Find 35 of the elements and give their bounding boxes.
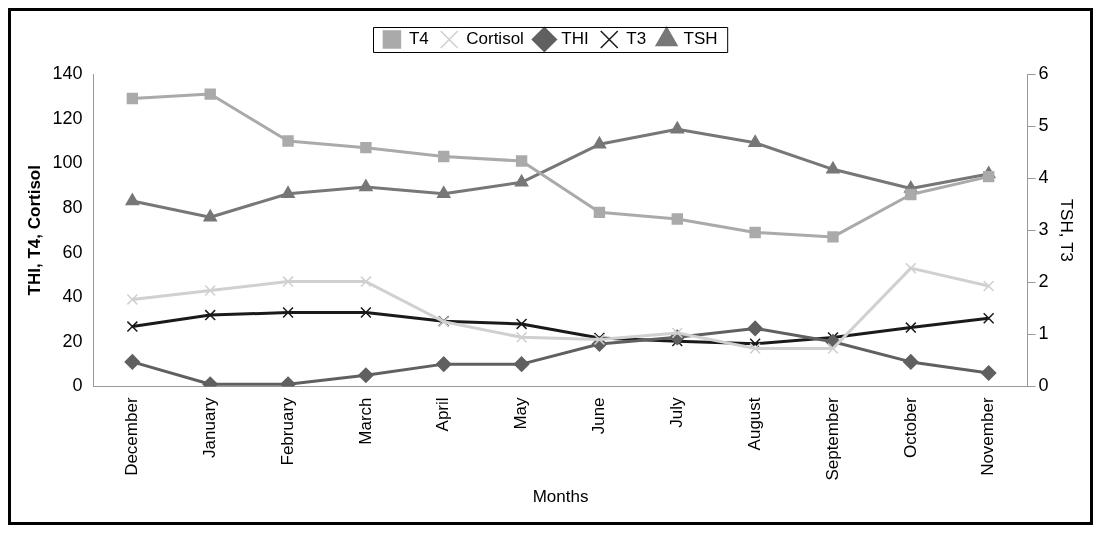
legend-label: TSH	[683, 29, 718, 49]
legend-label: T3	[626, 29, 647, 49]
x-tick-label: April	[433, 397, 453, 432]
y-tick-label: 60	[62, 241, 83, 262]
x-tick-label: October	[900, 397, 920, 458]
y2-axis-title: TSH, T3	[1057, 198, 1077, 262]
x-tick-label: November	[978, 397, 998, 476]
y2-tick-label: 4	[1038, 167, 1049, 188]
legend-label: T4	[408, 29, 429, 49]
y-tick-label: 0	[72, 375, 83, 396]
y-tick-label: 40	[62, 286, 83, 307]
y-tick-label: 80	[62, 196, 83, 217]
x-tick-label: August	[744, 397, 764, 451]
y2-tick-label: 0	[1038, 375, 1049, 396]
x-tick-label: May	[511, 396, 531, 430]
x-axis-title: Months	[532, 487, 589, 507]
x-tick-label: July	[666, 396, 686, 428]
y2-tick-label: 3	[1038, 219, 1049, 240]
x-tick-label: June	[589, 397, 609, 435]
y-tick-label: 20	[62, 330, 83, 351]
legend-label: Cortisol	[466, 29, 524, 49]
y2-tick-label: 1	[1038, 323, 1049, 344]
y-tick-label: 120	[52, 107, 83, 128]
x-tick-label: September	[822, 397, 842, 481]
x-tick-label: January	[199, 396, 219, 458]
y2-tick-label: 2	[1038, 271, 1049, 292]
y2-tick-label: 5	[1038, 115, 1049, 136]
x-tick-label: March	[355, 397, 375, 445]
y-axis-title: THI, T4, Cortisol	[24, 165, 44, 296]
y-tick-label: 100	[52, 152, 83, 173]
x-tick-label: February	[277, 396, 297, 466]
y-tick-label: 140	[52, 62, 83, 83]
x-tick-label: December	[122, 397, 142, 476]
y2-tick-label: 6	[1038, 62, 1049, 83]
legend-label: THI	[561, 29, 589, 49]
